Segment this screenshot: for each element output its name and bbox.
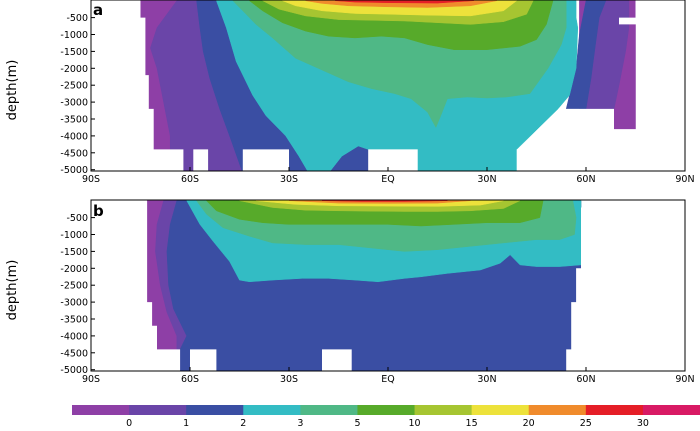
y-tick-label: -4500 (60, 148, 88, 159)
land-mask (566, 207, 685, 371)
x-tick-label: 60N (576, 374, 595, 385)
x-tick-label: 90S (82, 374, 100, 385)
colorbar: 0 1 2 3 5 10 15 20 25 30 (72, 405, 700, 429)
y-tick-label: -4000 (60, 131, 88, 142)
y-tick-label: -1500 (60, 247, 88, 258)
x-tick-label: 60S (181, 374, 199, 385)
panel-label: a (93, 1, 103, 19)
land-mask (91, 200, 181, 371)
land-mask (516, 108, 685, 171)
land-mask (193, 149, 209, 171)
colorbar-tick-label: 2 (240, 418, 246, 427)
y-tick-label: -2000 (60, 264, 88, 275)
colorbar-tick-label: 5 (354, 418, 360, 427)
colorbar-swatch (357, 405, 416, 415)
land-mask (322, 349, 352, 371)
y-tick-label: -500 (66, 213, 88, 224)
x-tick-label: 30S (280, 174, 298, 185)
y-tick-label: -2000 (60, 64, 88, 75)
colorbar-swatch (129, 405, 187, 415)
colorbar-tick-label: 30 (637, 418, 649, 427)
x-tick-label: EQ (381, 174, 394, 185)
y-tick-label: -5000 (60, 365, 88, 376)
contour-band-30 (335, 0, 474, 4)
y-tick-label: -3000 (60, 98, 88, 109)
y-axis-label: depth(m) (5, 260, 20, 321)
panel-a: -500 -1000 -1500 -2000 -2500 -3000 -3500 -4000 -… (5, 0, 695, 185)
contour-band-30 (321, 200, 448, 202)
colorbar-tick-label: 3 (297, 418, 303, 427)
colorbar-swatch (585, 405, 644, 415)
colorbar-swatch (186, 405, 244, 415)
y-axis-label: depth(m) (5, 60, 20, 121)
x-tick-label: 30N (477, 174, 496, 185)
colorbar-tick-label: 1 (183, 418, 189, 427)
x-tick-label: 30S (280, 374, 298, 385)
colorbar-swatch (528, 405, 587, 415)
x-tick-label: 90N (675, 174, 694, 185)
x-tick-label: 30N (477, 374, 496, 385)
colorbar-tick-label: 25 (580, 418, 592, 427)
land-mask (242, 149, 289, 171)
x-tick-label: EQ (381, 374, 394, 385)
y-tick-label: -500 (66, 13, 88, 24)
y-tick-label: -3500 (60, 115, 88, 126)
y-tick-label: -1000 (60, 30, 88, 41)
y-tick-label: -5000 (60, 165, 88, 176)
land-mask (368, 149, 418, 171)
x-tick-label: 60N (576, 174, 595, 185)
land-mask (619, 0, 685, 25)
colorbar-swatch (471, 405, 530, 415)
colorbar-swatch (300, 405, 358, 415)
y-tick-label: -4500 (60, 348, 88, 359)
land-mask (91, 0, 184, 171)
colorbar-tick-label: 20 (523, 418, 535, 427)
panel-b: -500 -1000 -1500 -2000 -2500 -3000 -3500 -4000 -… (5, 199, 695, 385)
colorbar-swatch (243, 405, 301, 415)
colorbar-swatch (414, 405, 473, 415)
y-tick-label: -2500 (60, 281, 88, 292)
colorbar-tick-label: 0 (126, 418, 132, 427)
x-tick-label: 90N (675, 374, 694, 385)
y-tick-label: -1500 (60, 47, 88, 58)
y-tick-label: -1000 (60, 230, 88, 241)
x-tick-label: 90S (82, 174, 100, 185)
colorbar-tick-label: 10 (408, 418, 420, 427)
y-tick-label: -3000 (60, 298, 88, 309)
panel-label: b (93, 202, 104, 220)
colorbar-swatch (642, 405, 700, 415)
land-mask (190, 349, 217, 371)
plot-area (91, 0, 685, 171)
y-tick-label: -2500 (60, 81, 88, 92)
y-tick-label: -4000 (60, 331, 88, 342)
y-tick-label: -3500 (60, 315, 88, 326)
plot-area (91, 200, 685, 371)
colorbar-tick-label: 15 (466, 418, 478, 427)
x-tick-label: 60S (181, 174, 199, 185)
colorbar-swatch (72, 405, 130, 415)
